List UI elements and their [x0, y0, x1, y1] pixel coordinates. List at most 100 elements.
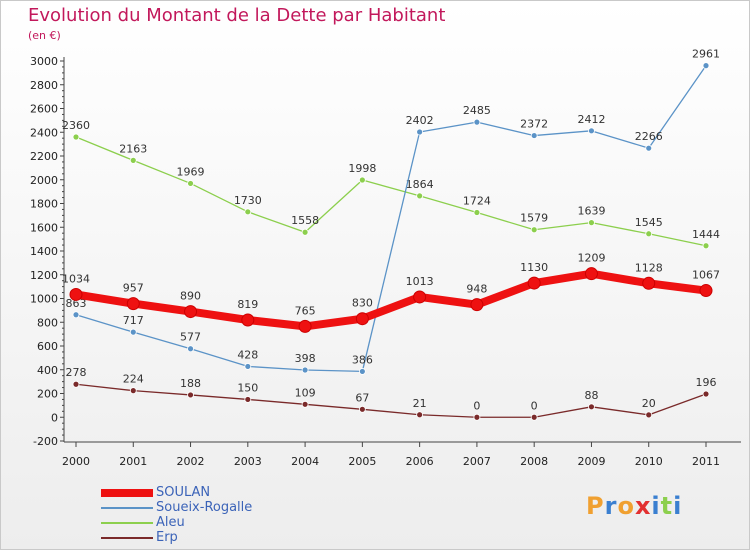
data-point-erp	[645, 411, 653, 419]
series-line-soueix-rogalle	[75, 64, 707, 373]
logo-letter: r	[604, 492, 618, 520]
data-point-soulan	[126, 297, 140, 311]
data-label-soueix-rogalle: 2961	[692, 48, 720, 61]
x-tick-label: 2011	[692, 455, 720, 468]
data-label-erp: 109	[295, 386, 316, 399]
logo-letter: i	[673, 492, 683, 520]
data-label-erp: 20	[642, 397, 656, 410]
legend-swatch	[101, 522, 153, 524]
data-point-soueix-rogalle	[187, 345, 194, 353]
data-label-aleu: 1639	[577, 205, 605, 218]
data-point-erp	[473, 413, 481, 421]
data-label-erp: 188	[180, 377, 201, 390]
y-tick-label: 200	[37, 388, 58, 401]
data-point-soueix-rogalle	[416, 128, 424, 136]
data-point-aleu	[645, 230, 653, 238]
legend-label: SOULAN	[156, 485, 211, 500]
data-point-erp	[702, 390, 710, 398]
data-point-soulan	[527, 276, 541, 290]
x-tick-label: 2009	[577, 455, 605, 468]
data-label-soulan: 1067	[692, 269, 720, 282]
y-tick-label: 0	[51, 411, 58, 424]
x-tick-label: 2000	[62, 455, 90, 468]
data-label-soulan: 1013	[406, 275, 434, 288]
data-point-aleu	[187, 180, 194, 187]
data-label-erp: 278	[66, 366, 87, 379]
data-label-soulan: 1209	[577, 252, 605, 265]
data-label-erp: 88	[584, 389, 598, 402]
y-tick-label: -200	[33, 435, 58, 448]
data-label-soueix-rogalle: 2402	[406, 114, 434, 127]
data-label-soulan: 1130	[520, 261, 548, 274]
data-point-aleu	[244, 208, 252, 216]
x-tick-label: 2001	[119, 455, 147, 468]
y-tick-label: 2200	[30, 150, 58, 163]
data-point-erp	[358, 405, 366, 413]
chart-unit: (en €)	[28, 29, 61, 42]
data-label-aleu: 1545	[635, 216, 663, 229]
data-point-erp	[244, 396, 252, 403]
data-label-soueix-rogalle: 2412	[577, 113, 605, 126]
legend-swatch	[101, 489, 153, 497]
data-label-soulan: 1128	[635, 261, 663, 274]
y-tick-label: 1000	[30, 293, 58, 306]
data-label-soulan: 765	[295, 304, 316, 317]
data-label-aleu: 1444	[692, 228, 720, 241]
data-point-soueix-rogalle	[358, 368, 366, 375]
data-point-erp	[588, 403, 595, 411]
data-point-erp	[187, 391, 194, 399]
data-point-erp	[530, 413, 538, 421]
y-tick-label: 2400	[30, 126, 58, 139]
data-point-aleu	[588, 219, 595, 227]
data-point-aleu	[473, 209, 481, 216]
data-label-soueix-rogalle: 577	[180, 331, 201, 344]
legend-label: Soueix-Rogalle	[156, 500, 253, 515]
series-line-erp	[75, 383, 707, 418]
x-tick-label: 2005	[348, 455, 376, 468]
logo-letter: x	[634, 492, 652, 520]
data-point-soueix-rogalle	[645, 144, 653, 152]
logo-letter: t	[660, 492, 674, 520]
data-label-aleu: 1998	[348, 162, 376, 175]
data-label-soulan: 890	[180, 290, 201, 303]
data-label-aleu: 2163	[119, 142, 147, 155]
data-label-soulan: 957	[123, 282, 144, 295]
legend-swatch	[101, 537, 153, 539]
data-label-soueix-rogalle: 386	[352, 353, 373, 366]
x-tick-label: 2002	[177, 455, 205, 468]
proxiti-logo: Proxiti	[586, 492, 682, 520]
data-point-erp	[129, 387, 137, 395]
data-label-erp: 224	[123, 373, 144, 386]
data-label-soueix-rogalle: 2485	[463, 104, 491, 117]
data-label-soulan: 1034	[62, 272, 90, 285]
data-point-soueix-rogalle	[473, 118, 481, 126]
data-point-soulan	[241, 313, 255, 327]
data-point-soueix-rogalle	[244, 363, 252, 370]
series-line-soulan	[72, 269, 710, 331]
data-label-erp: 21	[413, 397, 427, 410]
data-point-soueix-rogalle	[702, 62, 710, 70]
x-tick-label: 2006	[406, 455, 434, 468]
data-label-erp: 0	[473, 399, 480, 412]
x-tick-label: 2008	[520, 455, 548, 468]
y-tick-label: 1600	[30, 221, 58, 234]
data-label-erp: 150	[237, 381, 258, 394]
data-label-soueix-rogalle: 398	[295, 352, 316, 365]
y-tick-label: 1400	[30, 245, 58, 258]
data-point-soulan	[184, 305, 198, 319]
data-point-soulan	[470, 298, 484, 312]
data-label-aleu: 1579	[520, 212, 548, 225]
data-label-erp: 0	[531, 399, 538, 412]
data-point-soulan	[298, 319, 312, 333]
data-point-soulan	[413, 290, 427, 304]
data-point-soulan	[642, 276, 656, 290]
y-tick-label: 2800	[30, 79, 58, 92]
legend-swatch	[101, 507, 153, 509]
data-label-aleu: 1864	[406, 178, 434, 191]
data-label-soulan: 819	[237, 298, 258, 311]
data-label-soueix-rogalle: 717	[123, 314, 144, 327]
data-label-aleu: 1724	[463, 195, 491, 208]
y-tick-label: 400	[37, 364, 58, 377]
data-point-aleu	[416, 192, 424, 200]
